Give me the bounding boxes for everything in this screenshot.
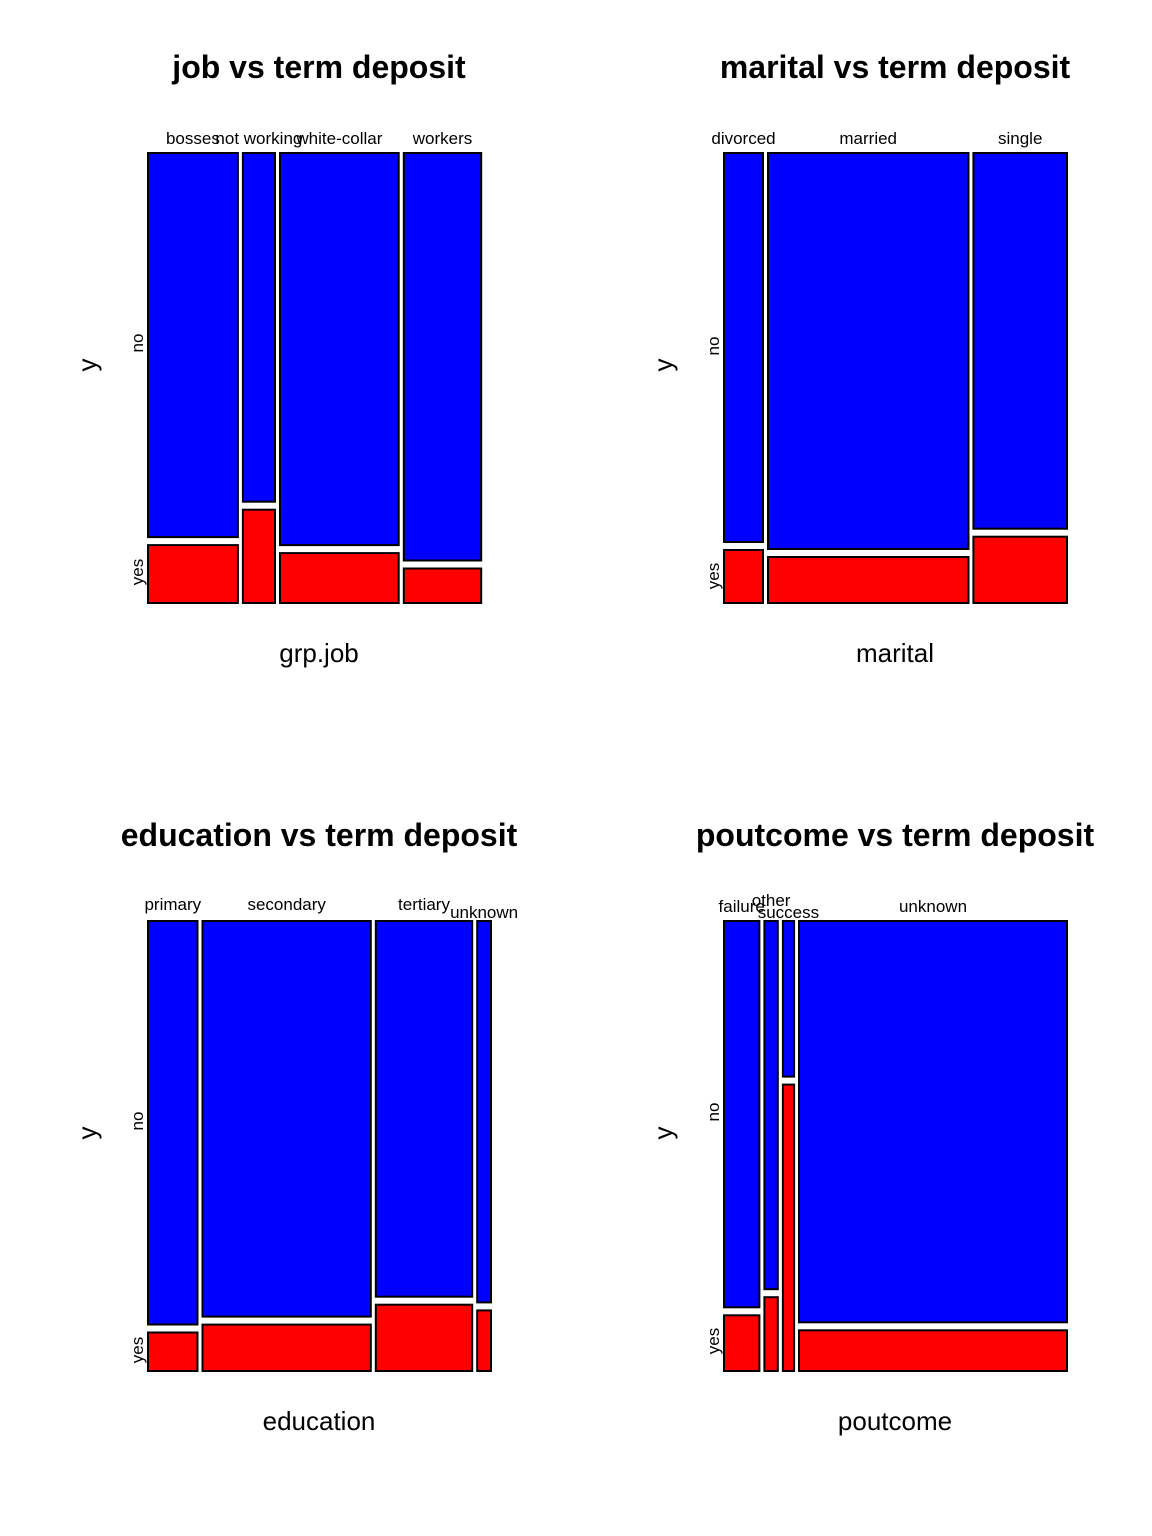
mosaic-tiles — [147, 152, 483, 605]
y-axis-label: y — [72, 1127, 102, 1140]
tile-not-working-yes — [241, 508, 276, 605]
tile-failure-yes — [723, 1314, 761, 1373]
level-label-yes: yes — [704, 563, 723, 589]
category-label-unknown: unknown — [450, 903, 518, 922]
tile-secondary-no — [201, 920, 372, 1318]
level-label-yes: yes — [704, 1328, 723, 1354]
category-label-single: single — [998, 129, 1042, 148]
y-axis-label: y — [648, 359, 678, 372]
tile-married-yes — [767, 556, 970, 604]
level-label-no: no — [704, 1103, 723, 1122]
level-label-no: no — [128, 334, 147, 353]
tile-unknown-yes — [476, 1309, 493, 1373]
tile-primary-no — [147, 920, 199, 1326]
category-labels: divorced married single — [711, 129, 1042, 148]
panel-marital: marital vs term deposit y no yes divorce… — [648, 49, 1071, 668]
tile-success-yes — [781, 1083, 796, 1372]
mosaic-tiles — [723, 920, 1068, 1373]
x-axis-label: education — [263, 1406, 376, 1436]
tile-workers-yes — [402, 567, 483, 604]
level-label-no: no — [704, 337, 723, 356]
category-label-tertiary: tertiary — [398, 895, 450, 914]
category-label-unknown: unknown — [899, 897, 967, 916]
panel-poutcome: poutcome vs term deposit y no yes failur… — [648, 817, 1094, 1436]
tile-white-collar-yes — [279, 552, 400, 604]
tile-unknown-no — [476, 920, 493, 1304]
tile-failure-no — [723, 920, 761, 1309]
tile-divorced-no — [723, 152, 764, 543]
chart-title: marital vs term deposit — [720, 49, 1071, 85]
category-label-failure: failure — [719, 897, 765, 916]
category-label-other: other — [752, 891, 791, 910]
category-label-success: success — [758, 903, 819, 922]
y-axis-label: y — [72, 359, 102, 372]
level-label-yes: yes — [128, 559, 147, 585]
category-label-not-working: not working — [215, 129, 302, 148]
tile-not-working-no — [241, 152, 276, 503]
category-label-divorced: divorced — [711, 129, 775, 148]
tile-married-no — [767, 152, 970, 550]
tile-bosses-no — [147, 152, 239, 539]
category-label-married: married — [839, 129, 897, 148]
tile-other-no — [763, 920, 779, 1291]
category-label-workers: workers — [412, 129, 473, 148]
chart-title: poutcome vs term deposit — [696, 817, 1095, 853]
level-label-no: no — [128, 1112, 147, 1131]
x-axis-label: grp.job — [279, 638, 359, 668]
tile-single-no — [972, 152, 1069, 530]
tile-success-no — [781, 920, 796, 1078]
category-label-white-collar: white-collar — [295, 129, 382, 148]
tile-other-yes — [763, 1296, 779, 1372]
tile-divorced-yes — [723, 549, 764, 604]
tile-single-yes — [972, 535, 1069, 605]
tile-workers-no — [402, 152, 483, 562]
category-label-primary: primary — [144, 895, 201, 914]
mosaic-tiles — [723, 152, 1069, 605]
y-axis-label: y — [648, 1127, 678, 1140]
tile-secondary-yes — [201, 1323, 372, 1372]
x-axis-label: marital — [856, 638, 934, 668]
mosaic-tiles — [147, 920, 493, 1373]
panel-education: education vs term deposit y no yes prima… — [72, 817, 518, 1436]
x-axis-label: poutcome — [838, 1406, 952, 1436]
tile-primary-yes — [147, 1331, 199, 1372]
category-label-bosses: bosses — [166, 129, 220, 148]
category-labels: primary secondary tertiary unknown — [144, 895, 518, 922]
category-label-secondary: secondary — [247, 895, 326, 914]
tile-unknown-no — [798, 920, 1068, 1324]
chart-title: job vs term deposit — [171, 49, 466, 85]
chart-title: education vs term deposit — [121, 817, 518, 853]
tile-bosses-yes — [147, 544, 239, 604]
tile-white-collar-no — [279, 152, 400, 547]
level-label-yes: yes — [128, 1337, 147, 1363]
tile-tertiary-no — [374, 920, 474, 1298]
tile-unknown-yes — [798, 1329, 1068, 1373]
tile-tertiary-yes — [374, 1303, 474, 1372]
